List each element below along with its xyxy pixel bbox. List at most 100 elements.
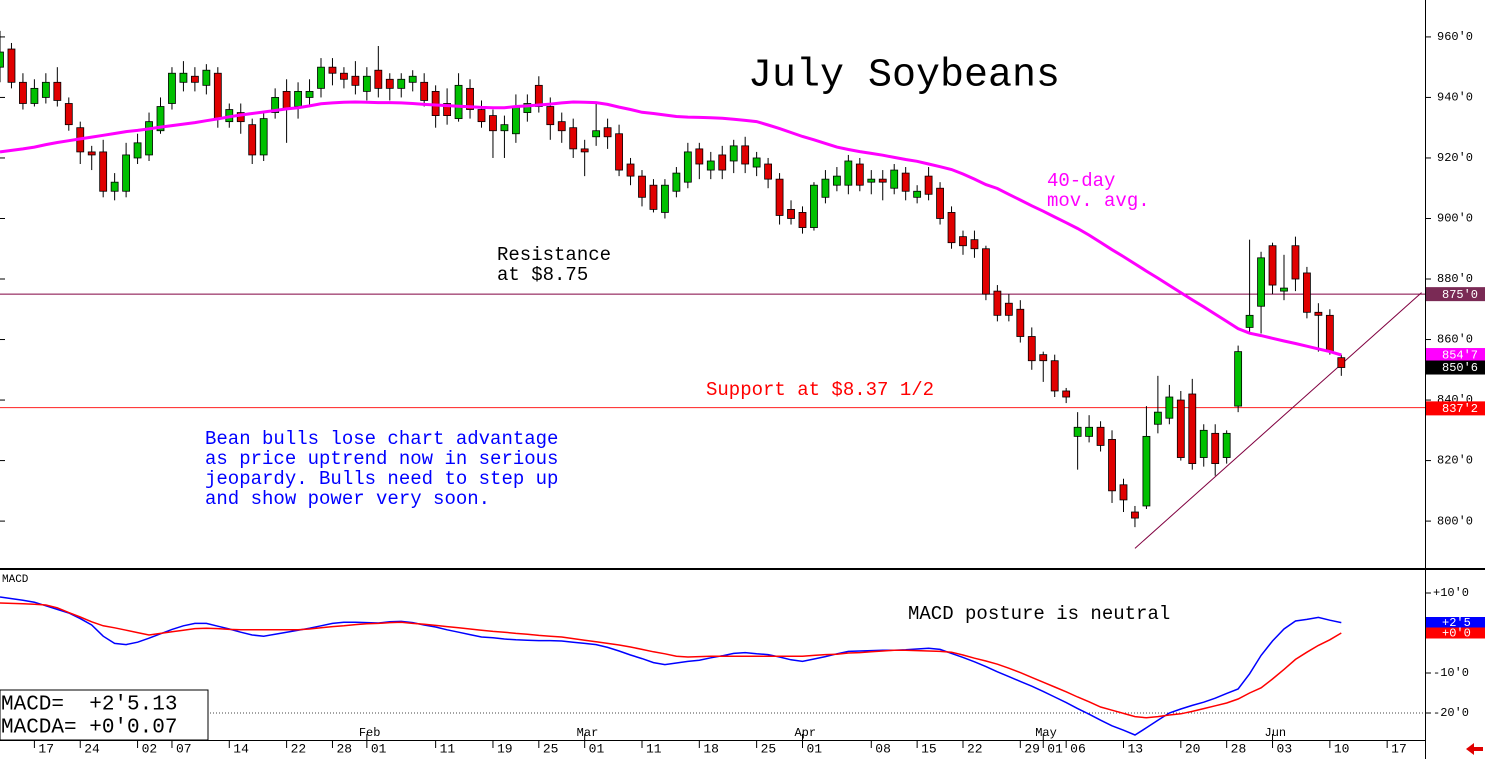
candle-body — [706, 160, 715, 171]
candle-body — [993, 290, 1002, 316]
candle-body — [580, 148, 589, 153]
candle-body — [569, 127, 578, 150]
candle-body — [615, 133, 623, 171]
x-tick-label: 11 — [646, 741, 662, 756]
x-tick-label: 10 — [1334, 741, 1350, 756]
candle-body — [1325, 314, 1334, 353]
candle-body — [282, 90, 291, 110]
candle-body — [649, 184, 658, 210]
candle-body — [867, 178, 876, 183]
candle-body — [271, 97, 280, 113]
y-tick-label: 800'0 — [1437, 514, 1473, 528]
price-flag — [1426, 360, 1485, 375]
x-tick-label: 25 — [543, 741, 559, 756]
candle-body — [695, 148, 704, 165]
macd-readout-box — [0, 689, 209, 741]
macd-flag — [1426, 617, 1485, 628]
x-tick-label: 13 — [1127, 741, 1143, 756]
annotation: Resistance — [497, 244, 611, 266]
candle-body — [947, 212, 956, 244]
macd-line — [0, 602, 1342, 719]
x-tick-label: 28 — [1231, 741, 1247, 756]
candle-body — [1165, 396, 1174, 419]
macd-y-tick-label: -10'0 — [1433, 666, 1469, 680]
candle-body — [110, 181, 119, 192]
candle-body — [1131, 511, 1139, 519]
candle-body — [844, 160, 853, 186]
candle-body — [1303, 272, 1311, 313]
month-label: Jun — [1265, 726, 1287, 740]
macd-readout: MACD= +2'5.13 — [1, 694, 177, 717]
candle-body — [718, 154, 727, 171]
candle-body — [168, 72, 176, 104]
price-flag — [1426, 401, 1485, 416]
candle-body — [99, 151, 108, 192]
scroll-arrow — [1466, 743, 1483, 755]
candle-body — [1268, 245, 1277, 286]
macd-panel-label: MACD — [2, 574, 29, 586]
x-tick-label: 17 — [1391, 741, 1407, 756]
candle-body — [1211, 432, 1220, 464]
candle-body — [53, 81, 62, 101]
candle-body — [179, 72, 188, 83]
candle-body — [1245, 314, 1254, 328]
candle-body — [500, 124, 509, 132]
candle-body — [1096, 426, 1105, 446]
y-tick-label: 860'0 — [1437, 333, 1473, 347]
candle-body — [546, 106, 555, 126]
candle-body — [1280, 287, 1288, 292]
x-tick-label: 08 — [875, 741, 891, 756]
candle-body — [1234, 351, 1243, 407]
candle-body — [798, 212, 807, 228]
candle-body — [672, 172, 681, 192]
month-label: Apr — [794, 726, 816, 740]
price-flag-label: 837'2 — [1442, 402, 1478, 416]
candle-body — [87, 151, 96, 156]
candle-body — [477, 109, 486, 123]
price-flag — [1426, 287, 1485, 302]
candle-body — [328, 66, 337, 74]
candle-body — [855, 163, 864, 186]
candle-body — [523, 103, 532, 113]
candle-body — [511, 106, 520, 135]
month-label: Mar — [577, 726, 599, 740]
candle-body — [1073, 426, 1082, 437]
candle-body — [420, 81, 429, 101]
x-tick-label: 29 — [1024, 741, 1040, 756]
x-tick-label: 01 — [806, 741, 822, 756]
candle-body — [1062, 390, 1071, 398]
x-tick-label: 22 — [967, 741, 983, 756]
candle-body — [810, 184, 818, 228]
candle-body — [397, 78, 406, 89]
candle-body — [385, 78, 394, 89]
candle-body — [466, 87, 474, 110]
y-tick-label: 900'0 — [1437, 212, 1473, 226]
candle-body — [213, 72, 222, 120]
candle-body — [374, 69, 383, 89]
candle-body — [638, 175, 646, 198]
candle-body — [259, 118, 268, 156]
x-tick-label: 18 — [703, 741, 719, 756]
candle-body — [362, 75, 371, 92]
macd-flag — [1426, 627, 1485, 639]
annotation: and show power very soon. — [205, 488, 490, 510]
candle-body — [1108, 438, 1116, 492]
x-tick-label: 11 — [440, 741, 456, 756]
candle-body — [1314, 311, 1323, 316]
y-tick-label: 920'0 — [1437, 151, 1473, 165]
candle-body — [913, 190, 922, 198]
candle-body — [787, 209, 795, 219]
x-tick-label: 07 — [176, 741, 192, 756]
candle-body — [190, 75, 199, 83]
candle-body — [1337, 357, 1346, 368]
candle-body — [1188, 393, 1197, 464]
candle-body — [1085, 426, 1093, 437]
candle-body — [122, 154, 131, 192]
x-tick-label: 14 — [233, 741, 249, 756]
x-tick-label: 20 — [1185, 741, 1201, 756]
macd-readout: MACDA= +0'0.07 — [1, 717, 177, 740]
macd-y-tick-label: -20'0 — [1433, 706, 1469, 720]
candle-body — [294, 90, 302, 107]
candle-body — [248, 124, 257, 156]
